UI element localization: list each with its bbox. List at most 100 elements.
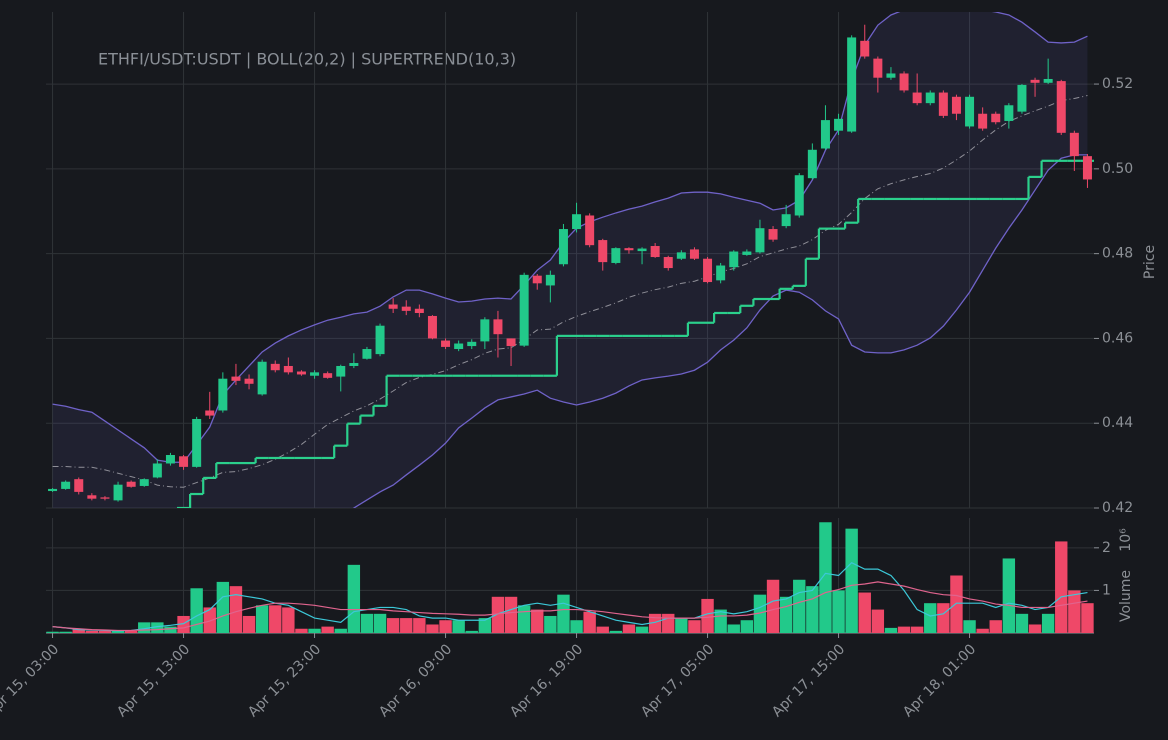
candle-body xyxy=(192,418,202,467)
candle-body xyxy=(716,265,726,281)
volume-bar xyxy=(937,603,950,633)
volume-bar xyxy=(269,605,282,633)
volume-bar xyxy=(832,590,845,633)
candle-body xyxy=(558,229,568,265)
candle-body xyxy=(951,96,961,114)
candle-body xyxy=(375,325,385,355)
candle-body xyxy=(427,315,437,339)
volume-bar xyxy=(740,620,754,633)
y-tick-label: 0.52 xyxy=(1102,76,1133,92)
volume-bar xyxy=(491,596,505,633)
volume-axis-multiplier: 10⁶ xyxy=(1118,528,1134,552)
volume-bar xyxy=(255,605,269,633)
candle-body xyxy=(886,73,896,78)
volume-bar xyxy=(360,613,374,633)
candle-body xyxy=(506,338,516,347)
candle-body xyxy=(493,319,503,335)
volume-bar xyxy=(413,618,426,633)
volume-bar xyxy=(688,620,701,633)
candle-body xyxy=(611,248,621,263)
volume-bar xyxy=(531,609,544,633)
candle-body xyxy=(270,363,280,371)
candle-body xyxy=(807,149,817,179)
volume-bar xyxy=(517,605,531,633)
volume-bar xyxy=(779,596,793,633)
volume-moving-average xyxy=(52,581,1088,632)
candle-body xyxy=(689,249,699,259)
candle-body xyxy=(899,73,909,91)
candle-body xyxy=(388,304,398,309)
candle-body xyxy=(965,96,975,127)
volume-bar xyxy=(439,620,452,633)
candle-body xyxy=(781,214,791,227)
volume-bar xyxy=(308,628,321,633)
volume-bar xyxy=(675,618,688,633)
candle-body xyxy=(336,365,346,377)
volume-axis-label: Volume xyxy=(1118,570,1134,622)
volume-bar xyxy=(701,598,714,633)
volume-bar xyxy=(635,626,649,633)
candle-body xyxy=(467,341,477,347)
candle-body xyxy=(61,481,71,489)
volume-bar xyxy=(819,522,832,633)
candle-body xyxy=(873,58,883,78)
volume-bar xyxy=(976,628,989,633)
volume-bar xyxy=(151,622,164,633)
candle-body xyxy=(401,306,411,311)
volume-bar xyxy=(295,628,308,633)
candle-body xyxy=(532,275,542,284)
candle-body xyxy=(545,274,555,286)
volume-bar xyxy=(897,626,911,633)
volume-bar xyxy=(386,618,400,633)
candle-body xyxy=(454,343,464,350)
candle-body xyxy=(113,484,123,501)
volume-bar xyxy=(334,628,347,633)
volume-panel xyxy=(46,522,1094,633)
candle-body xyxy=(637,248,647,252)
candle-body xyxy=(152,463,162,478)
volume-bar xyxy=(1015,613,1029,633)
candle-body xyxy=(676,252,686,259)
volume-bar xyxy=(662,613,675,633)
price-panel xyxy=(48,12,1094,508)
volume-bar xyxy=(583,611,596,633)
volume-bar xyxy=(164,626,177,633)
y-tick-label: 0.50 xyxy=(1102,161,1133,177)
y-tick-label: 2 xyxy=(1102,540,1111,556)
y-tick-label: 0.42 xyxy=(1102,500,1133,516)
candle-body xyxy=(794,175,804,216)
candle-body xyxy=(296,371,306,375)
candle-body xyxy=(1017,84,1027,112)
candle-body xyxy=(257,361,267,395)
candle-body xyxy=(650,246,660,258)
volume-bar xyxy=(727,624,740,633)
volume-bar xyxy=(111,630,125,633)
volume-bar xyxy=(46,631,59,633)
candle-body xyxy=(100,497,110,499)
candle-body xyxy=(310,372,320,376)
candle-body xyxy=(1030,79,1040,83)
bollinger-middle xyxy=(52,95,1088,488)
volume-bar xyxy=(124,630,138,633)
volume-bar xyxy=(1081,603,1094,633)
candle-body xyxy=(244,378,254,384)
candle-body xyxy=(74,479,84,492)
volume-bar xyxy=(596,626,609,633)
candle-body xyxy=(912,92,922,104)
candle-body xyxy=(165,455,175,464)
candle-body xyxy=(1069,132,1079,157)
candle-body xyxy=(480,319,490,342)
y-axis-label: Price xyxy=(1142,245,1158,279)
y-tick-label: 1 xyxy=(1102,582,1111,598)
volume-bar xyxy=(504,596,518,633)
volume-bar xyxy=(845,528,858,633)
candle-body xyxy=(519,274,529,346)
bollinger-band-fill xyxy=(52,12,1088,508)
volume-bar xyxy=(1002,558,1016,633)
volume-bar xyxy=(884,627,898,633)
volume-bar xyxy=(766,579,780,633)
volume-bar xyxy=(72,628,85,633)
bollinger-lower xyxy=(352,154,1088,508)
volume-bar xyxy=(229,586,243,633)
